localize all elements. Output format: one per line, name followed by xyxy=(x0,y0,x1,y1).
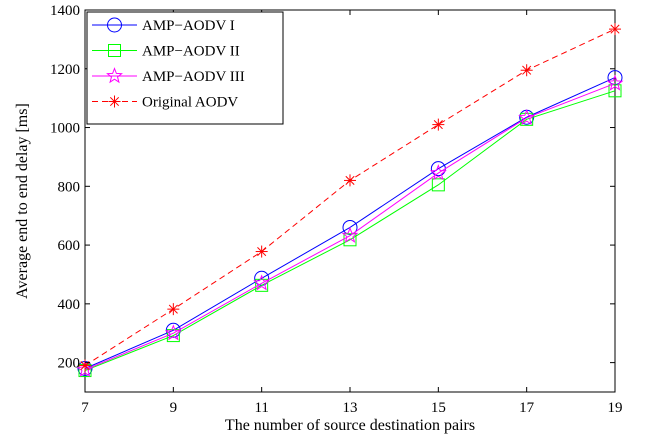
legend-label: Original AODV xyxy=(142,95,238,111)
data-point xyxy=(167,303,180,316)
legend-label: AMP−AODV I xyxy=(142,18,235,34)
series-line xyxy=(84,90,616,372)
y-tick-label: 1200 xyxy=(50,62,80,78)
legend-entry: Original AODV xyxy=(92,95,238,111)
x-tick-label: 11 xyxy=(254,400,268,416)
data-point xyxy=(164,324,182,341)
legend-entry: AMP−AODV III xyxy=(92,67,245,85)
x-tick-label: 9 xyxy=(170,400,178,416)
legend-marker xyxy=(106,67,123,84)
series-line xyxy=(84,82,616,371)
legend: AMP−AODV I AMP−AODV II AMP−AODV III Origina… xyxy=(86,11,284,125)
data-point xyxy=(253,274,271,291)
data-point xyxy=(431,178,445,192)
legend-entry: AMP−AODV I xyxy=(92,17,235,34)
legend-box xyxy=(86,11,284,125)
legend-marker xyxy=(107,17,122,33)
data-point xyxy=(609,23,621,36)
data-point xyxy=(429,164,447,181)
data-point xyxy=(520,112,534,126)
x-axis-title: The number of source destination pairs xyxy=(225,417,475,434)
data-point xyxy=(341,226,359,243)
y-tick-label: 400 xyxy=(58,297,81,313)
x-tick-label: 15 xyxy=(431,400,446,416)
data-point xyxy=(165,322,181,338)
series-3 xyxy=(76,74,624,377)
legend-marker xyxy=(108,44,121,57)
data-point xyxy=(606,74,624,91)
data-point xyxy=(255,245,268,258)
y-axis-title: Average end to end delay [ms] xyxy=(14,103,31,299)
y-tick-label: 1000 xyxy=(50,121,80,137)
y-tick-label: 1400 xyxy=(50,3,80,19)
data-point xyxy=(608,84,622,98)
data-point xyxy=(76,360,94,377)
legend-label: AMP−AODV II xyxy=(142,44,240,60)
legend-marker xyxy=(108,95,121,108)
data-point xyxy=(255,278,269,292)
data-point xyxy=(520,64,533,77)
x-tick-label: 7 xyxy=(81,400,89,416)
data-point xyxy=(518,108,536,126)
y-tick-label: 600 xyxy=(58,238,81,254)
y-tick-label: 800 xyxy=(58,179,81,195)
legend-entry: AMP−AODV II xyxy=(92,44,240,60)
x-tick-label: 13 xyxy=(343,400,358,416)
data-point xyxy=(342,219,358,235)
legend-label: AMP−AODV III xyxy=(142,69,245,85)
tick-layer: 7 9 11 13 15 17 19 200 400 600 800 1000 1200 1400 xyxy=(50,3,623,416)
data-point xyxy=(344,174,356,187)
x-tick-label: 19 xyxy=(608,400,623,416)
y-tick-label: 200 xyxy=(58,356,81,372)
data-point xyxy=(432,118,445,131)
data-point xyxy=(343,233,357,247)
series-layer xyxy=(76,23,624,378)
x-tick-label: 17 xyxy=(519,400,535,416)
